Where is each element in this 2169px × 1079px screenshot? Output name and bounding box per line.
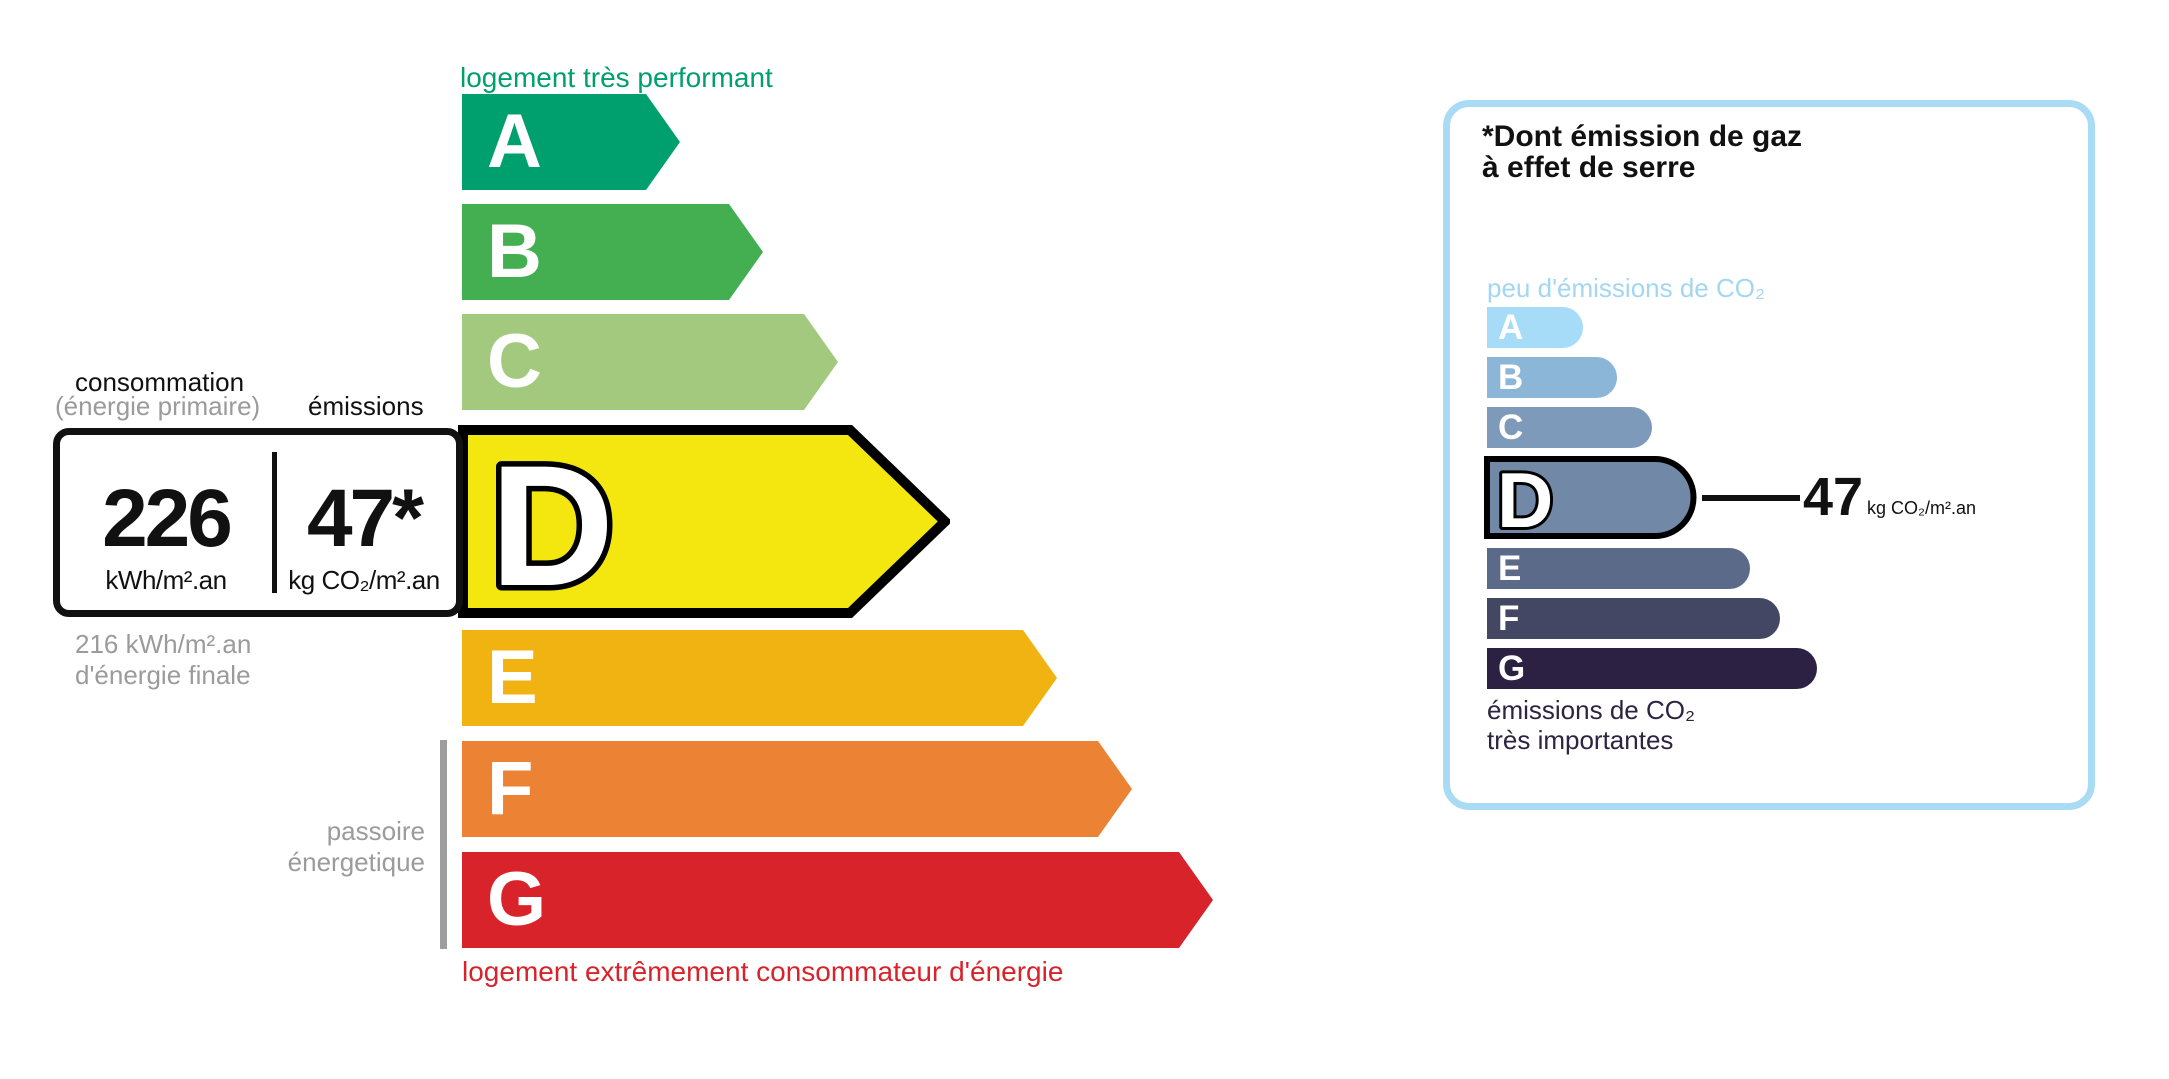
energy-class-a-arrow: A	[462, 94, 680, 190]
primary-energy-value: 226	[102, 473, 233, 564]
consumption-header: consommation	[75, 367, 245, 397]
energy-class-c-letter: C	[487, 319, 542, 404]
energy-class-f-letter: F	[487, 746, 534, 831]
co2-low-caption: peu d'émissions de CO₂	[1487, 273, 1766, 303]
co2-class-f-bar: F	[1487, 598, 1780, 639]
energy-class-d-letter: D	[490, 430, 614, 618]
sieve-line2: énergetique	[287, 847, 425, 877]
energy-class-e-letter: E	[487, 635, 538, 720]
arrow-shape	[458, 425, 950, 618]
energy-sieve-note: passoire énergetique	[145, 816, 425, 878]
co2-panel-title: *Dont émission de gaz à effet de serre	[1482, 121, 1802, 183]
energy-class-a-letter: A	[487, 99, 542, 184]
co2-selected-value: 47	[1803, 467, 1864, 527]
final-energy-line2: d'énergie finale	[75, 660, 251, 690]
energy-class-g-arrow: G	[462, 852, 1213, 948]
co2-class-b-bar: B	[1487, 357, 1617, 398]
co2-class-a-bar: A	[1487, 307, 1583, 348]
energy-class-d-arrow-selected: D	[458, 425, 950, 618]
energy-class-b-arrow: B	[462, 204, 763, 300]
co2-title-line1: *Dont émission de gaz	[1482, 120, 1803, 153]
energy-class-g-letter: G	[487, 857, 547, 942]
co2-high-caption: émissions de CO₂ très importantes	[1487, 695, 1695, 755]
pill-shape	[1484, 456, 1697, 539]
consumption-value-box: 226 kWh/m².an 47* kg CO₂/m².an	[53, 428, 463, 617]
sieve-line1: passoire	[326, 816, 425, 846]
emissions-unit: kg CO₂/m².an	[288, 565, 440, 595]
top-caption: logement très performant	[460, 62, 773, 93]
co2-class-e-letter: E	[1498, 549, 1522, 588]
primary-energy-cell: 226 kWh/m².an	[60, 435, 272, 610]
co2-class-g-bar: G	[1487, 648, 1817, 689]
primary-energy-unit: kWh/m².an	[105, 565, 227, 595]
co2-class-c-bar: C	[1487, 407, 1652, 448]
co2-class-a-letter: A	[1498, 308, 1524, 347]
co2-class-g-letter: G	[1498, 649, 1526, 688]
co2-class-d-bar-selected: D	[1484, 456, 1697, 539]
co2-title-line2: à effet de serre	[1482, 151, 1696, 184]
bottom-caption: logement extrêmement consommateur d'éner…	[462, 956, 1064, 987]
emissions-value: 47*	[306, 473, 424, 564]
energy-class-f-arrow: F	[462, 741, 1132, 837]
co2-high-line1: émissions de CO₂	[1487, 695, 1696, 725]
box-divider	[272, 452, 277, 593]
emissions-cell: 47* kg CO₂/m².an	[272, 435, 456, 610]
co2-class-f-letter: F	[1498, 599, 1520, 638]
co2-selected-unit: kg CO₂/m².an	[1867, 498, 1977, 518]
co2-value-connector-line	[1702, 495, 1800, 501]
co2-class-e-bar: E	[1487, 548, 1750, 589]
final-energy-note: 216 kWh/m².an d'énergie finale	[75, 629, 251, 691]
emissions-header: émissions	[308, 391, 424, 421]
co2-high-line2: très importantes	[1487, 725, 1674, 755]
co2-class-d-letter: D	[1497, 456, 1553, 539]
energy-class-b-letter: B	[487, 209, 542, 294]
co2-class-b-letter: B	[1498, 358, 1524, 397]
primary-energy-header: (énergie primaire)	[55, 391, 261, 421]
energy-class-c-arrow: C	[462, 314, 838, 410]
final-energy-line1: 216 kWh/m².an	[75, 629, 252, 659]
co2-class-c-letter: C	[1498, 408, 1524, 447]
energy-class-e-arrow: E	[462, 630, 1057, 726]
sieve-range-bar	[440, 740, 447, 949]
co2-panel	[1443, 100, 2095, 810]
